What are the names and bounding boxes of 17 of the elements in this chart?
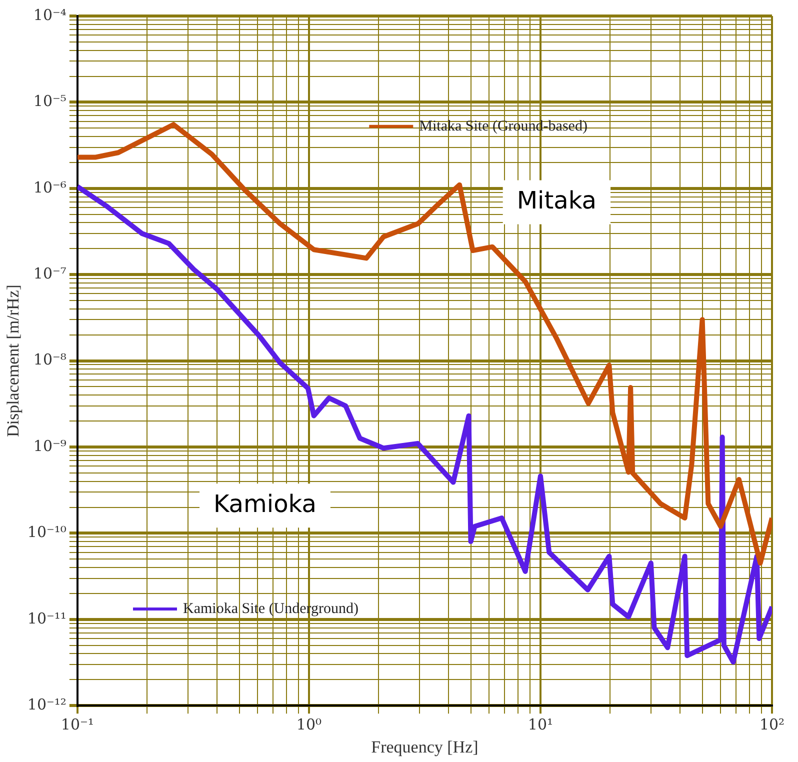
y-tick-label: 10⁻¹¹ bbox=[27, 609, 66, 628]
y-axis-title: Displacement [m/rHz] bbox=[4, 284, 23, 438]
x-tick-label: 10² bbox=[759, 715, 785, 734]
y-tick-label: 10⁻⁴ bbox=[33, 6, 66, 24]
x-tick-label: 10⁻¹ bbox=[60, 715, 94, 734]
annotation: Kamioka bbox=[213, 490, 316, 518]
y-tick-label: 10⁻¹² bbox=[27, 695, 66, 714]
y-tick-label: 10⁻⁵ bbox=[33, 92, 66, 110]
y-tick-label: 10⁻⁸ bbox=[33, 350, 66, 369]
x-axis-title: Frequency [Hz] bbox=[371, 737, 478, 756]
y-tick-label: 10⁻⁹ bbox=[33, 436, 66, 455]
y-tick-label: 10⁻⁶ bbox=[33, 178, 66, 196]
y-tick-label: 10⁻⁷ bbox=[33, 264, 66, 282]
x-tick-label: 10¹ bbox=[528, 715, 554, 734]
x-tick-label: 10⁰ bbox=[296, 715, 322, 734]
annotation: Mitaka bbox=[516, 186, 597, 214]
y-tick-label: 10⁻¹⁰ bbox=[27, 523, 66, 542]
